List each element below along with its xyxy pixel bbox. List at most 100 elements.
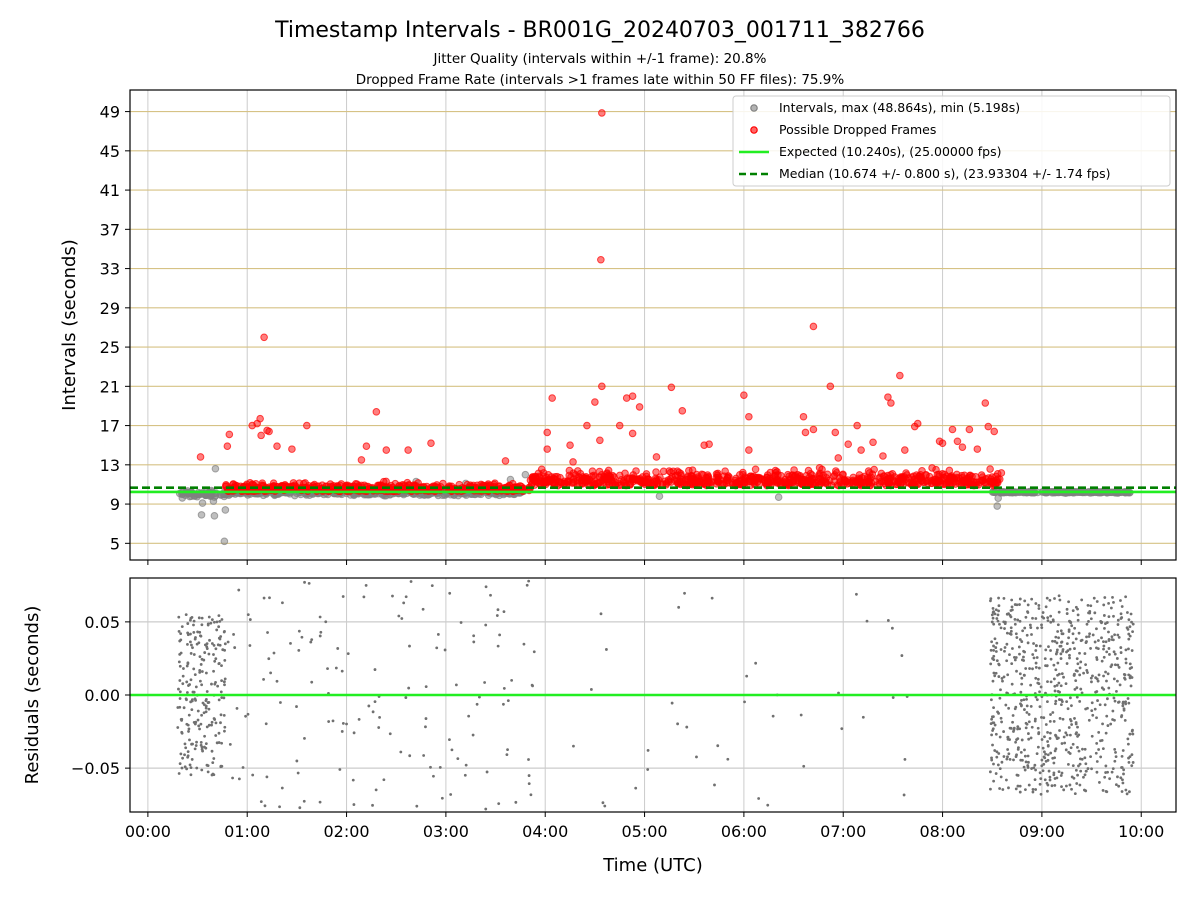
residual-point bbox=[207, 723, 211, 727]
residual-point bbox=[1009, 629, 1013, 633]
residual-point bbox=[1074, 732, 1078, 736]
residual-point bbox=[210, 682, 213, 686]
residual-point bbox=[1129, 612, 1133, 616]
dropped-frame-point bbox=[844, 440, 852, 449]
residual-point bbox=[438, 765, 442, 769]
residual-point bbox=[998, 622, 1001, 626]
residual-point bbox=[601, 801, 605, 805]
legend-label-median: Median (10.674 +/- 0.800 s), (23.93304 +… bbox=[779, 166, 1110, 181]
residual-point bbox=[1112, 677, 1116, 681]
residual-point bbox=[1085, 622, 1089, 626]
residual-point bbox=[1008, 738, 1011, 741]
residual-point bbox=[467, 714, 471, 718]
residual-point bbox=[1021, 758, 1024, 762]
residual-point bbox=[1023, 626, 1027, 630]
residual-point bbox=[463, 773, 467, 777]
residual-point bbox=[377, 726, 381, 729]
residual-point bbox=[1124, 702, 1128, 706]
residual-point bbox=[1078, 651, 1081, 655]
dropped-frame-point bbox=[831, 428, 840, 437]
residual-point bbox=[1074, 669, 1078, 673]
residual-point bbox=[371, 710, 375, 714]
residual-point bbox=[1096, 647, 1100, 651]
residual-point bbox=[1121, 749, 1125, 752]
residuals-y-label: Residuals (seconds) bbox=[22, 606, 43, 785]
dropped-frame-point bbox=[815, 472, 824, 480]
residual-point bbox=[1065, 700, 1069, 704]
residual-point bbox=[1095, 716, 1098, 720]
residual-point bbox=[1064, 731, 1068, 735]
residual-point bbox=[189, 616, 193, 620]
residual-point bbox=[1060, 640, 1064, 644]
residual-point bbox=[1059, 652, 1063, 656]
residual-point bbox=[886, 619, 890, 622]
residual-point bbox=[1009, 609, 1013, 612]
residual-point bbox=[995, 641, 999, 645]
residual-point bbox=[1119, 776, 1123, 780]
residual-point bbox=[1041, 746, 1045, 750]
residual-point bbox=[189, 652, 193, 655]
residual-point bbox=[1065, 612, 1069, 615]
residual-point bbox=[1065, 662, 1069, 665]
residual-point bbox=[190, 708, 194, 712]
dropped-frame-point bbox=[958, 473, 967, 482]
y-tick-label: 41 bbox=[100, 181, 120, 200]
x-tick-label: 07:00 bbox=[820, 822, 866, 841]
residual-point bbox=[211, 761, 215, 765]
residual-point bbox=[998, 767, 1002, 771]
residual-point bbox=[472, 640, 476, 644]
residual-point bbox=[1104, 764, 1108, 768]
residual-point bbox=[186, 642, 189, 646]
residual-point bbox=[409, 580, 413, 583]
residual-point bbox=[1033, 717, 1037, 721]
legend-label-intervals: Intervals, max (48.864s), min (5.198s) bbox=[779, 100, 1020, 115]
residual-point bbox=[1024, 615, 1028, 619]
residual-point bbox=[989, 648, 993, 652]
residual-point bbox=[1049, 614, 1053, 618]
dropped-frame-point bbox=[933, 470, 942, 479]
residual-point bbox=[840, 727, 844, 731]
residual-point bbox=[1078, 700, 1082, 703]
residual-point bbox=[180, 730, 184, 734]
residual-point bbox=[198, 727, 201, 731]
residual-point bbox=[496, 644, 500, 648]
residual-point bbox=[223, 642, 227, 646]
residual-point bbox=[1021, 629, 1025, 633]
residual-point bbox=[1025, 697, 1028, 701]
residual-point bbox=[1114, 783, 1118, 787]
residual-point bbox=[1095, 742, 1099, 745]
intervals-panel: 5 9 13 17 21 25 29 33 37 41 45 49 Intervals (second… bbox=[59, 89, 1177, 565]
residual-point bbox=[998, 787, 1002, 790]
residual-point bbox=[1076, 613, 1080, 617]
residual-point bbox=[459, 621, 463, 624]
residual-point bbox=[1065, 784, 1068, 788]
residual-point bbox=[1046, 740, 1050, 743]
residual-point bbox=[195, 766, 199, 770]
residual-point bbox=[999, 775, 1003, 779]
residual-point bbox=[1113, 663, 1117, 667]
dropped-frame-point bbox=[958, 443, 967, 451]
residual-point bbox=[1074, 768, 1078, 772]
residual-point bbox=[1126, 742, 1130, 746]
residual-point bbox=[890, 626, 894, 630]
residual-point bbox=[1037, 604, 1041, 607]
residual-point bbox=[303, 737, 306, 740]
dropped-frame-point bbox=[676, 477, 685, 486]
residual-point bbox=[1090, 734, 1094, 738]
residual-point bbox=[204, 710, 208, 714]
residual-point bbox=[1054, 747, 1058, 751]
residual-point bbox=[1094, 690, 1097, 694]
residual-point bbox=[1128, 634, 1132, 638]
residual-point bbox=[1102, 614, 1106, 617]
dropped-frame-point bbox=[898, 472, 907, 481]
residual-point bbox=[1000, 677, 1004, 680]
residual-point bbox=[213, 682, 217, 686]
residual-point bbox=[1078, 666, 1082, 670]
residual-point bbox=[210, 749, 214, 753]
residual-point bbox=[1089, 617, 1093, 621]
residual-point bbox=[196, 630, 199, 634]
residual-point bbox=[998, 696, 1002, 700]
residual-point bbox=[429, 765, 432, 769]
residual-point bbox=[1043, 778, 1047, 782]
dropped-frame-point bbox=[853, 421, 861, 430]
